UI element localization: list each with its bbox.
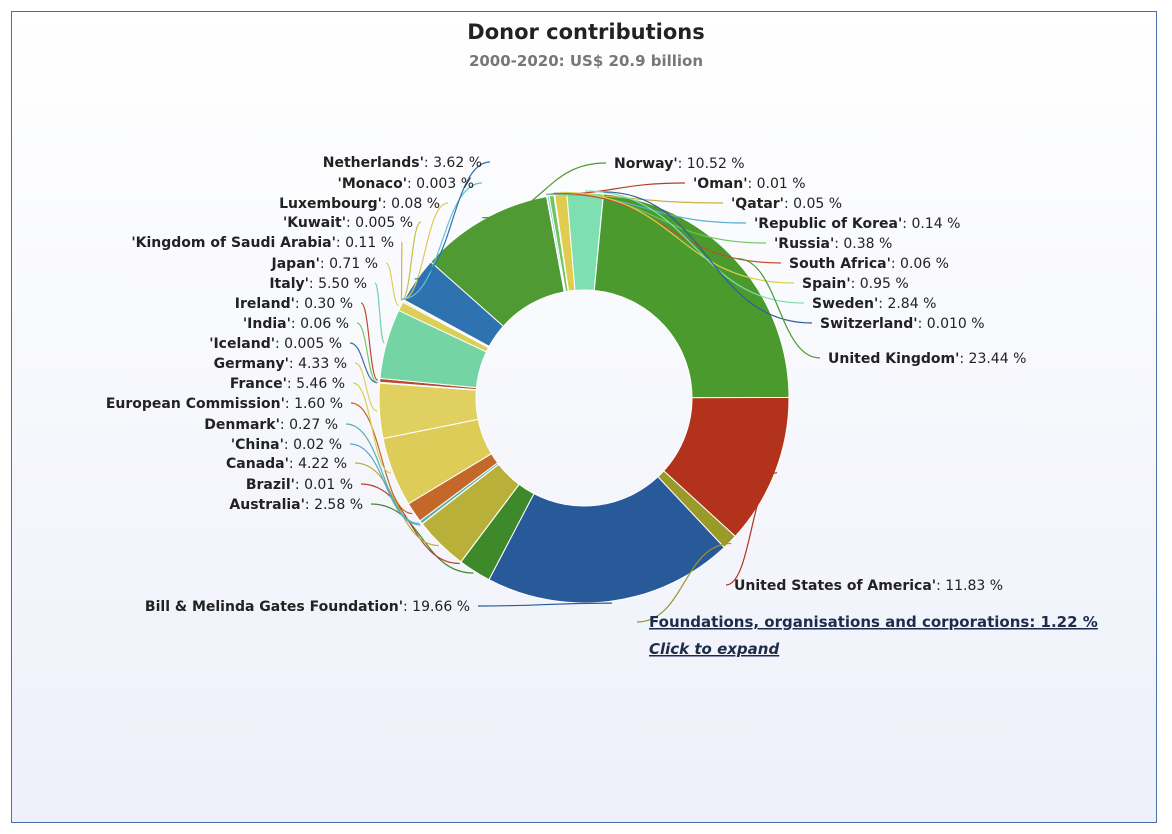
leader-line-switzerland	[603, 191, 813, 324]
label-republic-of-korea: 'Republic of Korea': 0.14 %	[754, 216, 960, 232]
leader-line-bill-melinda-gates-foundation	[477, 602, 613, 607]
expand-link[interactable]: Foundations, organisations and corporati…	[649, 613, 1098, 631]
leader-line-european-commission	[350, 402, 413, 515]
leader-line-germany	[354, 362, 378, 412]
label-european-commission: European Commission': 1.60 %	[106, 396, 343, 412]
label-russia: 'Russia': 0.38 %	[774, 236, 892, 252]
leader-line-netherlands	[414, 161, 491, 280]
label-brazil: Brazil': 0.01 %	[246, 477, 353, 493]
label-australia: Australia': 2.58 %	[229, 497, 363, 513]
chart-subtitle: 2000-2020: US$ 20.9 billion	[468, 52, 704, 70]
leader-line-australia	[370, 503, 474, 574]
leader-line-monaco	[402, 182, 483, 300]
slices-group	[378, 192, 790, 604]
label-spain: Spain': 0.95 %	[802, 276, 909, 292]
leader-line-united-states-of-america	[725, 472, 778, 586]
leader-line-brazil	[360, 483, 460, 565]
label-ireland: Ireland': 0.30 %	[235, 296, 353, 312]
label-sweden: Sweden': 2.84 %	[812, 296, 936, 312]
leader-line-norway	[482, 162, 607, 219]
label-china: 'China': 0.02 %	[231, 437, 342, 453]
label-france: France': 5.46 %	[230, 376, 345, 392]
leader-line-foundations-organisations-and-corporations	[636, 542, 732, 623]
label-germany: Germany': 4.33 %	[214, 356, 347, 372]
leader-line-canada	[354, 462, 439, 547]
label-south-africa: South Africa': 0.06 %	[789, 256, 949, 272]
leader-line-united-kingdom	[736, 257, 821, 359]
leader-line-india	[356, 322, 378, 384]
label-united-kingdom: United Kingdom': 23.44 %	[828, 351, 1026, 367]
label-india: 'India': 0.06 %	[243, 316, 349, 332]
label-canada: Canada': 4.22 %	[226, 456, 347, 472]
label-netherlands: Netherlands': 3.62 %	[323, 155, 482, 171]
label-kingdom-of-saudi-arabia: 'Kingdom of Saudi Arabia': 0.11 %	[131, 235, 394, 251]
leader-line-italy	[374, 282, 386, 344]
leader-line-kingdom-of-saudi-arabia	[400, 241, 403, 302]
label-united-states-of-america: United States of America': 11.83 %	[734, 578, 1003, 594]
leader-line-kuwait	[401, 221, 422, 301]
label-iceland: 'Iceland': 0.005 %	[209, 336, 342, 352]
label-denmark: Denmark': 0.27 %	[204, 417, 338, 433]
leader-line-sweden	[585, 190, 805, 304]
leader-line-spain	[560, 191, 795, 284]
label-bill-melinda-gates-foundation: Bill & Melinda Gates Foundation': 19.66 …	[145, 599, 470, 615]
leader-line-iceland	[349, 342, 378, 384]
chart-frame	[11, 11, 1157, 823]
leader-line-denmark	[345, 423, 420, 525]
label-qatar: 'Qatar': 0.05 %	[731, 196, 842, 212]
label-monaco: 'Monaco': 0.003 %	[338, 176, 474, 192]
slice-netherlands[interactable]	[403, 261, 504, 348]
label-kuwait: 'Kuwait': 0.005 %	[283, 215, 413, 231]
labels-group: Norway': 10.52 % 'Oman': 0.01 % 'Qatar': 0…	[106, 155, 1098, 658]
leader-line-china	[349, 443, 421, 526]
label-oman: 'Oman': 0.01 %	[693, 176, 806, 192]
label-switzerland: Switzerland': 0.010 %	[820, 316, 985, 332]
label-japan: Japan': 0.71 %	[271, 256, 378, 272]
leader-line-japan	[385, 262, 400, 306]
label-norway: Norway': 10.52 %	[614, 156, 745, 172]
leader-lines-group	[345, 161, 821, 623]
chart-title: Donor contributions	[467, 20, 705, 44]
label-luxembourg: Luxembourg': 0.08 %	[279, 196, 440, 212]
expand-link-sub[interactable]: Click to expand	[649, 640, 779, 658]
leader-line-ireland	[360, 302, 379, 381]
leader-line-luxembourg	[401, 202, 449, 301]
label-italy: Italy': 5.50 %	[269, 276, 367, 292]
slice-bill-melinda-gates-foundation[interactable]	[488, 476, 725, 604]
slice-united-kingdom[interactable]	[593, 193, 790, 399]
leader-line-france	[352, 382, 392, 474]
